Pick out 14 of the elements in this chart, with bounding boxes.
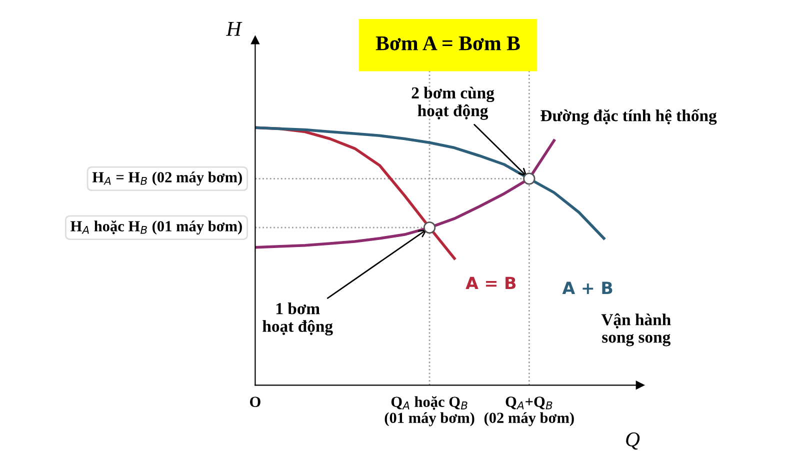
x-tick-label: O [250,396,260,408]
series-label: Đường đặc tính hệ thống [540,108,717,125]
x-tick-label: Q$_{A}$+Q$_{B}$ (02 máy bơm) [484,396,574,426]
y-axis-title: H [226,22,242,36]
series-label: A = B [466,276,516,290]
ref-line-label: H$_{A}$ = H$_{B}$ (02 máy bơm) [92,172,242,186]
annotation: 1 bơm hoạt động [262,302,333,336]
chart-title: Bơm A = Bơm B [376,36,520,50]
ref-line-label: H$_{A}$ hoặc H$_{B}$ (01 máy bơm) [70,220,242,235]
text: A + B [562,282,612,294]
x-tick-label: Q$_{A}$ hoặc Q$_{B}$ (01 máy bơm) [384,396,474,426]
annotation: Vận hành song song [601,313,671,346]
x-axis-title: Q [626,432,640,450]
annotation: 2 bơm cùng hoạt động [412,86,494,120]
